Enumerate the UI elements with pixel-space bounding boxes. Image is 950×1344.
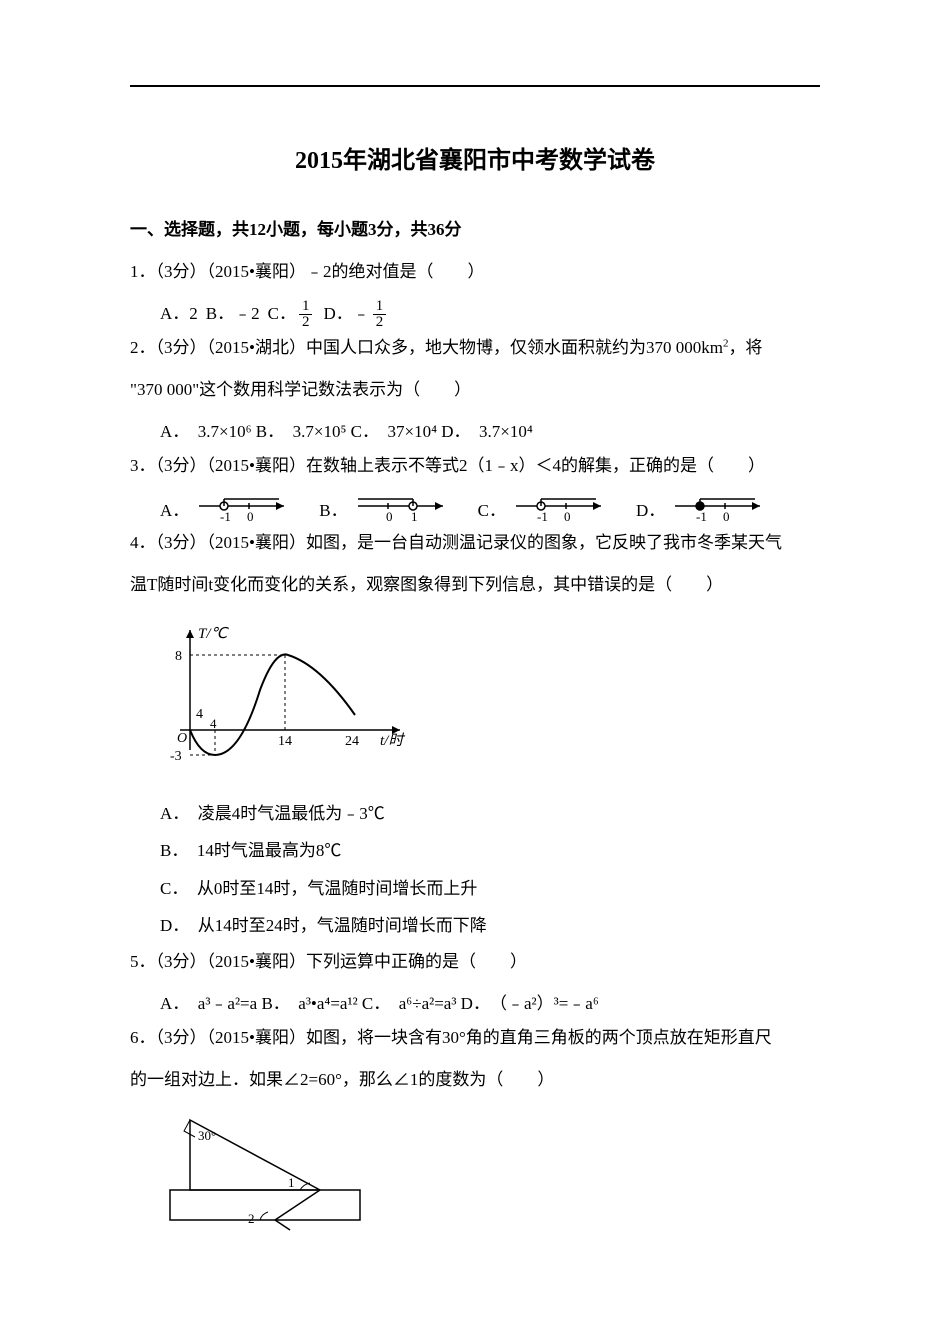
q2-line1-end: ，将 [728, 338, 762, 357]
fraction: 1 2 [373, 299, 387, 330]
question-5: 5．（3分）（2015•襄阳）下列运算中正确的是（ ） [130, 945, 820, 979]
question-4-line2: 温T随时间t变化而变化的关系，观察图象得到下列信息，其中错误的是（ ） [130, 568, 820, 602]
neg-sign: ﹣ [353, 297, 370, 331]
svg-text:0: 0 [247, 509, 254, 524]
x-axis-label: t/时 [380, 732, 405, 749]
number-line-b: 0 1 [353, 491, 453, 526]
angle-2-label: 2 [248, 1211, 255, 1226]
exam-title: 2015年湖北省襄阳市中考数学试卷 [130, 140, 820, 175]
svg-text:0: 0 [723, 509, 730, 524]
q2-line1: 2．（3分）（2015•湖北）中国人口众多，地大物博，仅领水面积就约为370 0… [130, 338, 723, 357]
angle-1-label: 1 [288, 1175, 295, 1190]
question-4-line1: 4．（3分）（2015•襄阳）如图，是一台自动测温记录仪的图象，它反映了我市冬季… [130, 526, 820, 560]
svg-text:0: 0 [564, 509, 571, 524]
numerator: 1 [299, 299, 313, 315]
number-line-d: -1 0 [670, 491, 770, 526]
q1-opt-a: A． 2 [160, 297, 198, 331]
page-content: 2015年湖北省襄阳市中考数学试卷 一、选择题，共12小题，每小题3分，共36分… [0, 0, 950, 1300]
opt-value: ﹣2 [234, 297, 260, 331]
q4-opt-a: A． 凌晨4时气温最低为﹣3℃ [160, 795, 820, 832]
q2-line2: "370 000"这个数用科学记数法表示为（ ） [130, 373, 820, 407]
y-tick-neg3: -3 [170, 749, 182, 764]
opt-label: D． [323, 297, 352, 331]
question-6-line2: 的一组对边上．如果∠2=60°，那么∠1的度数为（ ） [130, 1063, 820, 1097]
section-header: 一、选择题，共12小题，每小题3分，共36分 [130, 215, 820, 240]
denominator: 2 [299, 315, 313, 330]
q4-opt-c: C． 从0时至14时，气温随时间增长而上升 [160, 870, 820, 907]
question-3: 3．（3分）（2015•襄阳）在数轴上表示不等式2（1﹣x）＜4的解集，正确的是… [130, 449, 820, 483]
opt-label: C． [268, 297, 296, 331]
number-line-a: -1 0 [194, 491, 294, 526]
x-tick-4: 4 [210, 716, 217, 731]
q3-options: A． -1 0 B． 0 1 [160, 491, 820, 526]
numerator: 1 [373, 299, 387, 315]
svg-text:0: 0 [386, 509, 393, 524]
x-tick-14: 14 [278, 734, 292, 749]
opt-value: 2 [189, 297, 198, 331]
top-border-line [130, 85, 820, 87]
q3-opt-b: B． 0 1 [319, 491, 457, 526]
temperature-graph: T/℃ t/时 O 8 4 -3 4 14 24 [160, 620, 420, 780]
opt-label: B． [319, 496, 347, 521]
y-tick-4: 4 [196, 707, 203, 722]
q1-opt-c: C． 1 2 [268, 297, 316, 331]
q3-opt-c: C． -1 0 [478, 491, 616, 526]
q2-options: A． 3.7×10⁶ B． 3.7×10⁵ C． 37×10⁴ D． 3.7×1… [160, 415, 820, 449]
y-axis-label: T/℃ [198, 626, 230, 642]
opt-label: C． [478, 496, 506, 521]
q1-opt-d: D． ﹣ 1 2 [323, 297, 389, 331]
fraction: 1 2 [299, 299, 313, 330]
number-line-c: -1 0 [511, 491, 611, 526]
svg-text:-1: -1 [537, 509, 548, 524]
opt-label: B． [206, 297, 234, 331]
opt-label: D． [636, 496, 665, 521]
opt-label: A． [160, 297, 189, 331]
svg-text:-1: -1 [696, 509, 707, 524]
question-6-line1: 6．（3分）（2015•襄阳）如图，将一块含有30°角的直角三角板的两个顶点放在… [130, 1021, 820, 1055]
q3-opt-a: A． -1 0 [160, 491, 299, 526]
triangle-ruler-diagram: 30° 1 2 [160, 1115, 370, 1235]
q4-opt-b: B． 14时气温最高为8℃ [160, 832, 820, 869]
q4-options: A． 凌晨4时气温最低为﹣3℃ B． 14时气温最高为8℃ C． 从0时至14时… [160, 795, 820, 945]
svg-text:1: 1 [411, 509, 418, 524]
angle-30-label: 30° [198, 1128, 216, 1143]
question-2: 2．（3分）（2015•湖北）中国人口众多，地大物博，仅领水面积就约为370 0… [130, 331, 820, 365]
q3-opt-d: D． -1 0 [636, 491, 775, 526]
q1-options: A． 2 B． ﹣2 C． 1 2 D． ﹣ 1 2 [160, 297, 820, 331]
denominator: 2 [373, 315, 387, 330]
y-tick-8: 8 [175, 649, 182, 664]
x-tick-24: 24 [345, 734, 359, 749]
opt-label: A． [160, 496, 189, 521]
svg-text:-1: -1 [220, 509, 231, 524]
q5-options: A． a³﹣a²=a B． a³•a⁴=a¹² C． a⁶÷a²=a³ D． （… [160, 987, 820, 1021]
origin-label: O [177, 731, 187, 746]
q4-opt-d: D． 从14时至24时，气温随时间增长而下降 [160, 907, 820, 944]
q1-opt-b: B． ﹣2 [206, 297, 260, 331]
question-1: 1．（3分）（2015•襄阳）﹣2的绝对值是（ ） [130, 255, 820, 289]
